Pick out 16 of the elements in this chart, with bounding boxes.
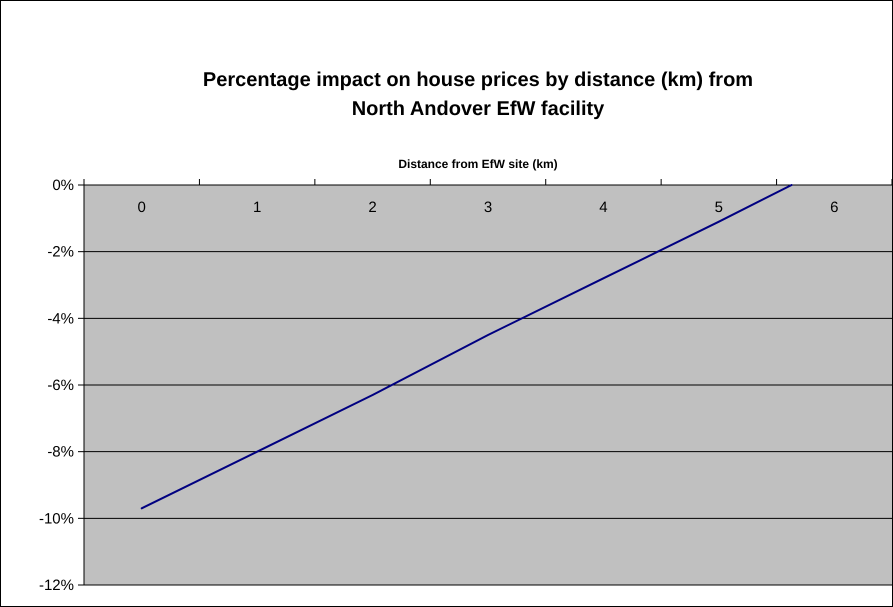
x-tick-label: 0 [138,199,146,216]
x-tick-label: 5 [714,199,724,216]
x-axis-title: Distance from EfW site (km) [398,157,558,171]
y-tick-label: -2% [47,244,74,261]
chart-title: Percentage impact on house prices by distance (km) from North Andover EfW facility [202,69,754,120]
x-tick-label: 1 [252,199,262,216]
y-tick-label: -12% [38,577,74,594]
y-tick-label: -6% [47,377,74,394]
y-tick-label: -4% [47,310,74,328]
x-tick-label: 2 [368,199,377,216]
y-tick-label: -10% [38,510,74,528]
y-tick-label: 0% [52,177,74,194]
y-tick-label: -8% [47,444,74,461]
x-tick-label: 6 [830,199,838,216]
x-tick-label: 3 [484,199,492,216]
x-tick-label: 4 [599,199,608,216]
